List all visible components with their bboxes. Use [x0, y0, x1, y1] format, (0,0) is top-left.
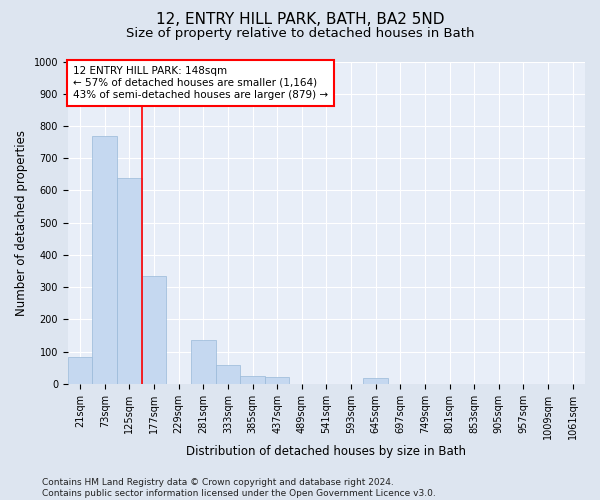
Bar — [265, 377, 289, 384]
Bar — [240, 376, 265, 384]
Y-axis label: Number of detached properties: Number of detached properties — [15, 130, 28, 316]
Bar — [68, 356, 92, 384]
Text: 12, ENTRY HILL PARK, BATH, BA2 5ND: 12, ENTRY HILL PARK, BATH, BA2 5ND — [156, 12, 444, 28]
Text: Contains HM Land Registry data © Crown copyright and database right 2024.
Contai: Contains HM Land Registry data © Crown c… — [42, 478, 436, 498]
X-axis label: Distribution of detached houses by size in Bath: Distribution of detached houses by size … — [187, 444, 466, 458]
Bar — [142, 276, 166, 384]
Bar — [191, 340, 215, 384]
Bar — [364, 378, 388, 384]
Bar — [92, 136, 117, 384]
Bar — [117, 178, 142, 384]
Text: Size of property relative to detached houses in Bath: Size of property relative to detached ho… — [126, 28, 474, 40]
Text: 12 ENTRY HILL PARK: 148sqm
← 57% of detached houses are smaller (1,164)
43% of s: 12 ENTRY HILL PARK: 148sqm ← 57% of deta… — [73, 66, 328, 100]
Bar — [215, 364, 240, 384]
